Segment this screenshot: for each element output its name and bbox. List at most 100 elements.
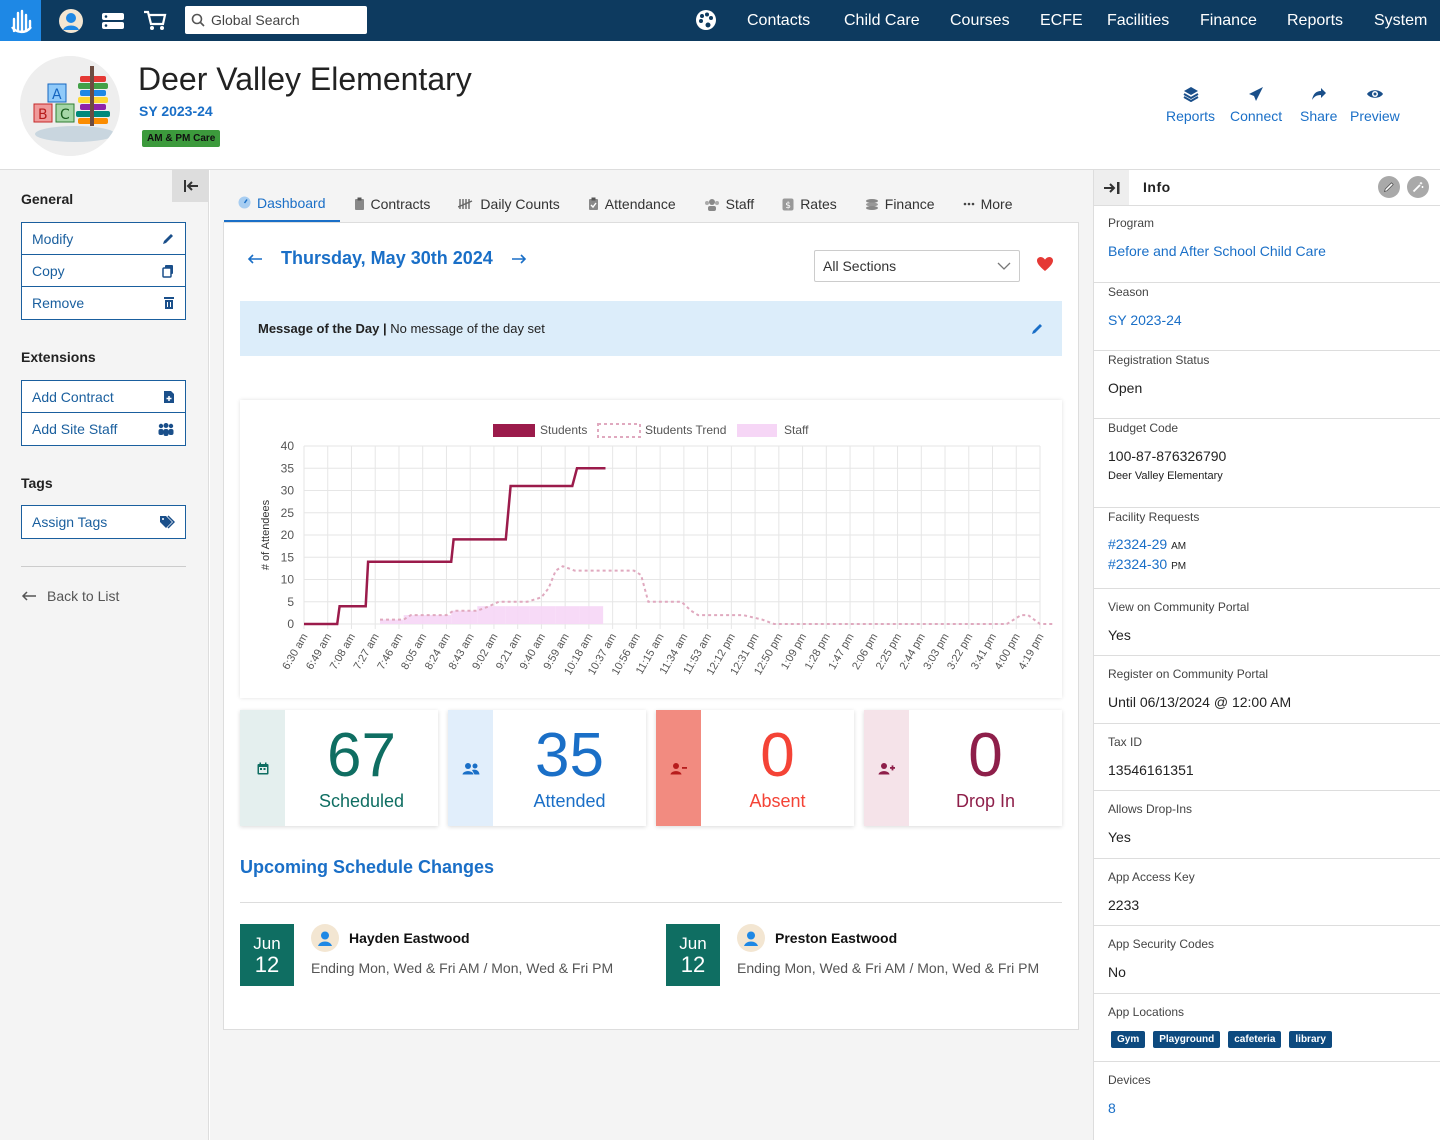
- tab-attendance[interactable]: Attendance: [574, 185, 690, 223]
- field-label: App Security Codes: [1108, 937, 1215, 951]
- schedule-change-desc: Ending Mon, Wed & Fri AM / Mon, Wed & Fr…: [311, 960, 614, 976]
- tab-more[interactable]: More: [949, 185, 1027, 223]
- program-link[interactable]: Before and After School Child Care: [1108, 243, 1326, 259]
- share-action[interactable]: Share: [1300, 86, 1337, 124]
- remove-button[interactable]: Remove: [22, 287, 185, 319]
- general-heading: General: [21, 191, 74, 207]
- reports-action[interactable]: Reports: [1166, 86, 1215, 124]
- tab-contracts[interactable]: Contracts: [340, 185, 445, 223]
- drop-in-body: 0 Drop In: [909, 710, 1062, 826]
- staff-bar: [451, 610, 478, 624]
- tab-dashboard[interactable]: Dashboard: [224, 185, 340, 223]
- tab-more-label: More: [980, 196, 1013, 212]
- prev-day-arrow-icon[interactable]: [247, 253, 263, 265]
- next-day-arrow-icon[interactable]: [511, 253, 527, 265]
- add-site-staff-button[interactable]: Add Site Staff: [22, 413, 185, 445]
- schedule-change-desc: Ending Mon, Wed & Fri AM / Mon, Wed & Fr…: [737, 960, 1040, 976]
- edit-motd-pencil-icon[interactable]: [1030, 322, 1044, 336]
- svg-text:C: C: [60, 107, 70, 123]
- clipboard-icon: [354, 197, 364, 210]
- nav-reports[interactable]: Reports: [1287, 11, 1344, 29]
- y-tick-label: 10: [281, 573, 295, 587]
- student-name[interactable]: Preston Eastwood: [775, 930, 898, 946]
- clipboard-check-icon: [588, 197, 598, 210]
- tab-staff[interactable]: Staff: [690, 185, 769, 223]
- facility-request-link[interactable]: #2324-29: [1108, 536, 1168, 552]
- registration-status-value: Open: [1108, 380, 1143, 396]
- location-chip[interactable]: library: [1289, 1031, 1332, 1048]
- upcoming-divider: [240, 902, 1062, 903]
- app-security-codes-value: No: [1108, 964, 1126, 980]
- date-tile-month: Jun: [679, 933, 707, 953]
- tab-finance[interactable]: Finance: [851, 185, 949, 223]
- nav-system[interactable]: System: [1374, 11, 1428, 29]
- palette-icon[interactable]: [694, 8, 718, 36]
- date-tile-day: 12: [254, 951, 280, 977]
- server-icon[interactable]: [99, 7, 127, 35]
- user-minus-icon: [670, 762, 687, 774]
- drop-ins-value: Yes: [1108, 829, 1131, 845]
- season-value-link[interactable]: SY 2023-24: [1108, 312, 1182, 328]
- location-chip[interactable]: cafeteria: [1228, 1031, 1282, 1048]
- nav-ecfe[interactable]: ECFE: [1040, 11, 1083, 29]
- add-contract-button[interactable]: Add Contract: [22, 381, 185, 413]
- legend-swatch-students: [493, 424, 535, 437]
- absent-side: [656, 710, 701, 826]
- nav-courses[interactable]: Courses: [950, 11, 1010, 29]
- collapse-left-icon: [183, 180, 198, 192]
- tab-daily-counts[interactable]: Daily Counts: [444, 185, 573, 223]
- cart-icon[interactable]: [141, 7, 169, 35]
- collapse-sidebar-button[interactable]: [172, 170, 209, 202]
- expand-info-button[interactable]: [1094, 170, 1129, 205]
- arrow-to-right-icon: [1103, 181, 1119, 194]
- favorite-heart-icon[interactable]: [1036, 256, 1054, 276]
- location-chip[interactable]: Playground: [1153, 1031, 1221, 1048]
- assign-tags-button[interactable]: Assign Tags: [22, 506, 185, 538]
- season-link[interactable]: SY 2023-24: [139, 103, 213, 119]
- field-label: App Access Key: [1108, 870, 1195, 884]
- attended-label: Attended: [533, 790, 606, 811]
- dashboard-gauge-icon: [238, 196, 251, 209]
- schedule-change-item[interactable]: Jun 12 Preston Eastwood Ending Mon, Wed …: [666, 924, 1039, 986]
- date-navigator: Thursday, May 30th 2024: [247, 248, 527, 269]
- budget-code-owner: Deer Valley Elementary: [1108, 470, 1223, 482]
- section-select[interactable]: All Sections: [814, 250, 1020, 282]
- global-search[interactable]: [185, 6, 367, 34]
- ellipsis-icon: [963, 202, 974, 206]
- nav-finance[interactable]: Finance: [1200, 11, 1257, 29]
- copy-button[interactable]: Copy: [22, 255, 185, 287]
- nav-facilities[interactable]: Facilities: [1107, 11, 1170, 29]
- devices-link[interactable]: 8: [1108, 1100, 1116, 1116]
- schedule-change-info: Hayden Eastwood Ending Mon, Wed & Fri AM…: [311, 924, 613, 986]
- student-name[interactable]: Hayden Eastwood: [349, 930, 470, 946]
- search-input[interactable]: [211, 12, 361, 28]
- edit-info-button[interactable]: [1378, 176, 1400, 198]
- modify-button[interactable]: Modify: [22, 223, 185, 255]
- date-tile-month: Jun: [253, 933, 281, 953]
- connect-action[interactable]: Connect: [1230, 86, 1282, 124]
- nav-child-care[interactable]: Child Care: [844, 11, 920, 29]
- drop-in-count: 0: [968, 720, 1003, 790]
- back-to-list-link[interactable]: Back to List: [21, 588, 119, 604]
- hand-logo-icon: [10, 9, 32, 33]
- facility-request-link[interactable]: #2324-30: [1108, 556, 1168, 572]
- scheduled-label: Scheduled: [318, 790, 405, 811]
- svg-text:B: B: [38, 107, 48, 123]
- user-avatar-icon[interactable]: [57, 7, 85, 35]
- staff-bar: [403, 615, 428, 624]
- app-logo[interactable]: [0, 0, 41, 41]
- scheduled-stat-card: 67 Scheduled: [240, 710, 438, 826]
- tab-rates[interactable]: $ Rates: [768, 185, 851, 223]
- magic-wand-button[interactable]: [1407, 176, 1429, 198]
- y-axis-label: # of Attendees: [260, 499, 272, 570]
- location-chip[interactable]: Gym: [1111, 1031, 1146, 1048]
- nav-contacts[interactable]: Contacts: [747, 11, 811, 29]
- program-badge: AM & PM Care: [142, 130, 221, 147]
- info-sidebar: Info Program Before and After School Chi…: [1093, 170, 1440, 1140]
- attended-body: 35 Attended: [493, 710, 646, 826]
- staff-bar: [505, 606, 530, 624]
- scheduled-side: [240, 710, 285, 826]
- schedule-change-item[interactable]: Jun 12 Hayden Eastwood Ending Mon, Wed &…: [240, 924, 613, 986]
- preview-action[interactable]: Preview: [1350, 86, 1400, 124]
- date-tile: Jun 12: [240, 924, 294, 986]
